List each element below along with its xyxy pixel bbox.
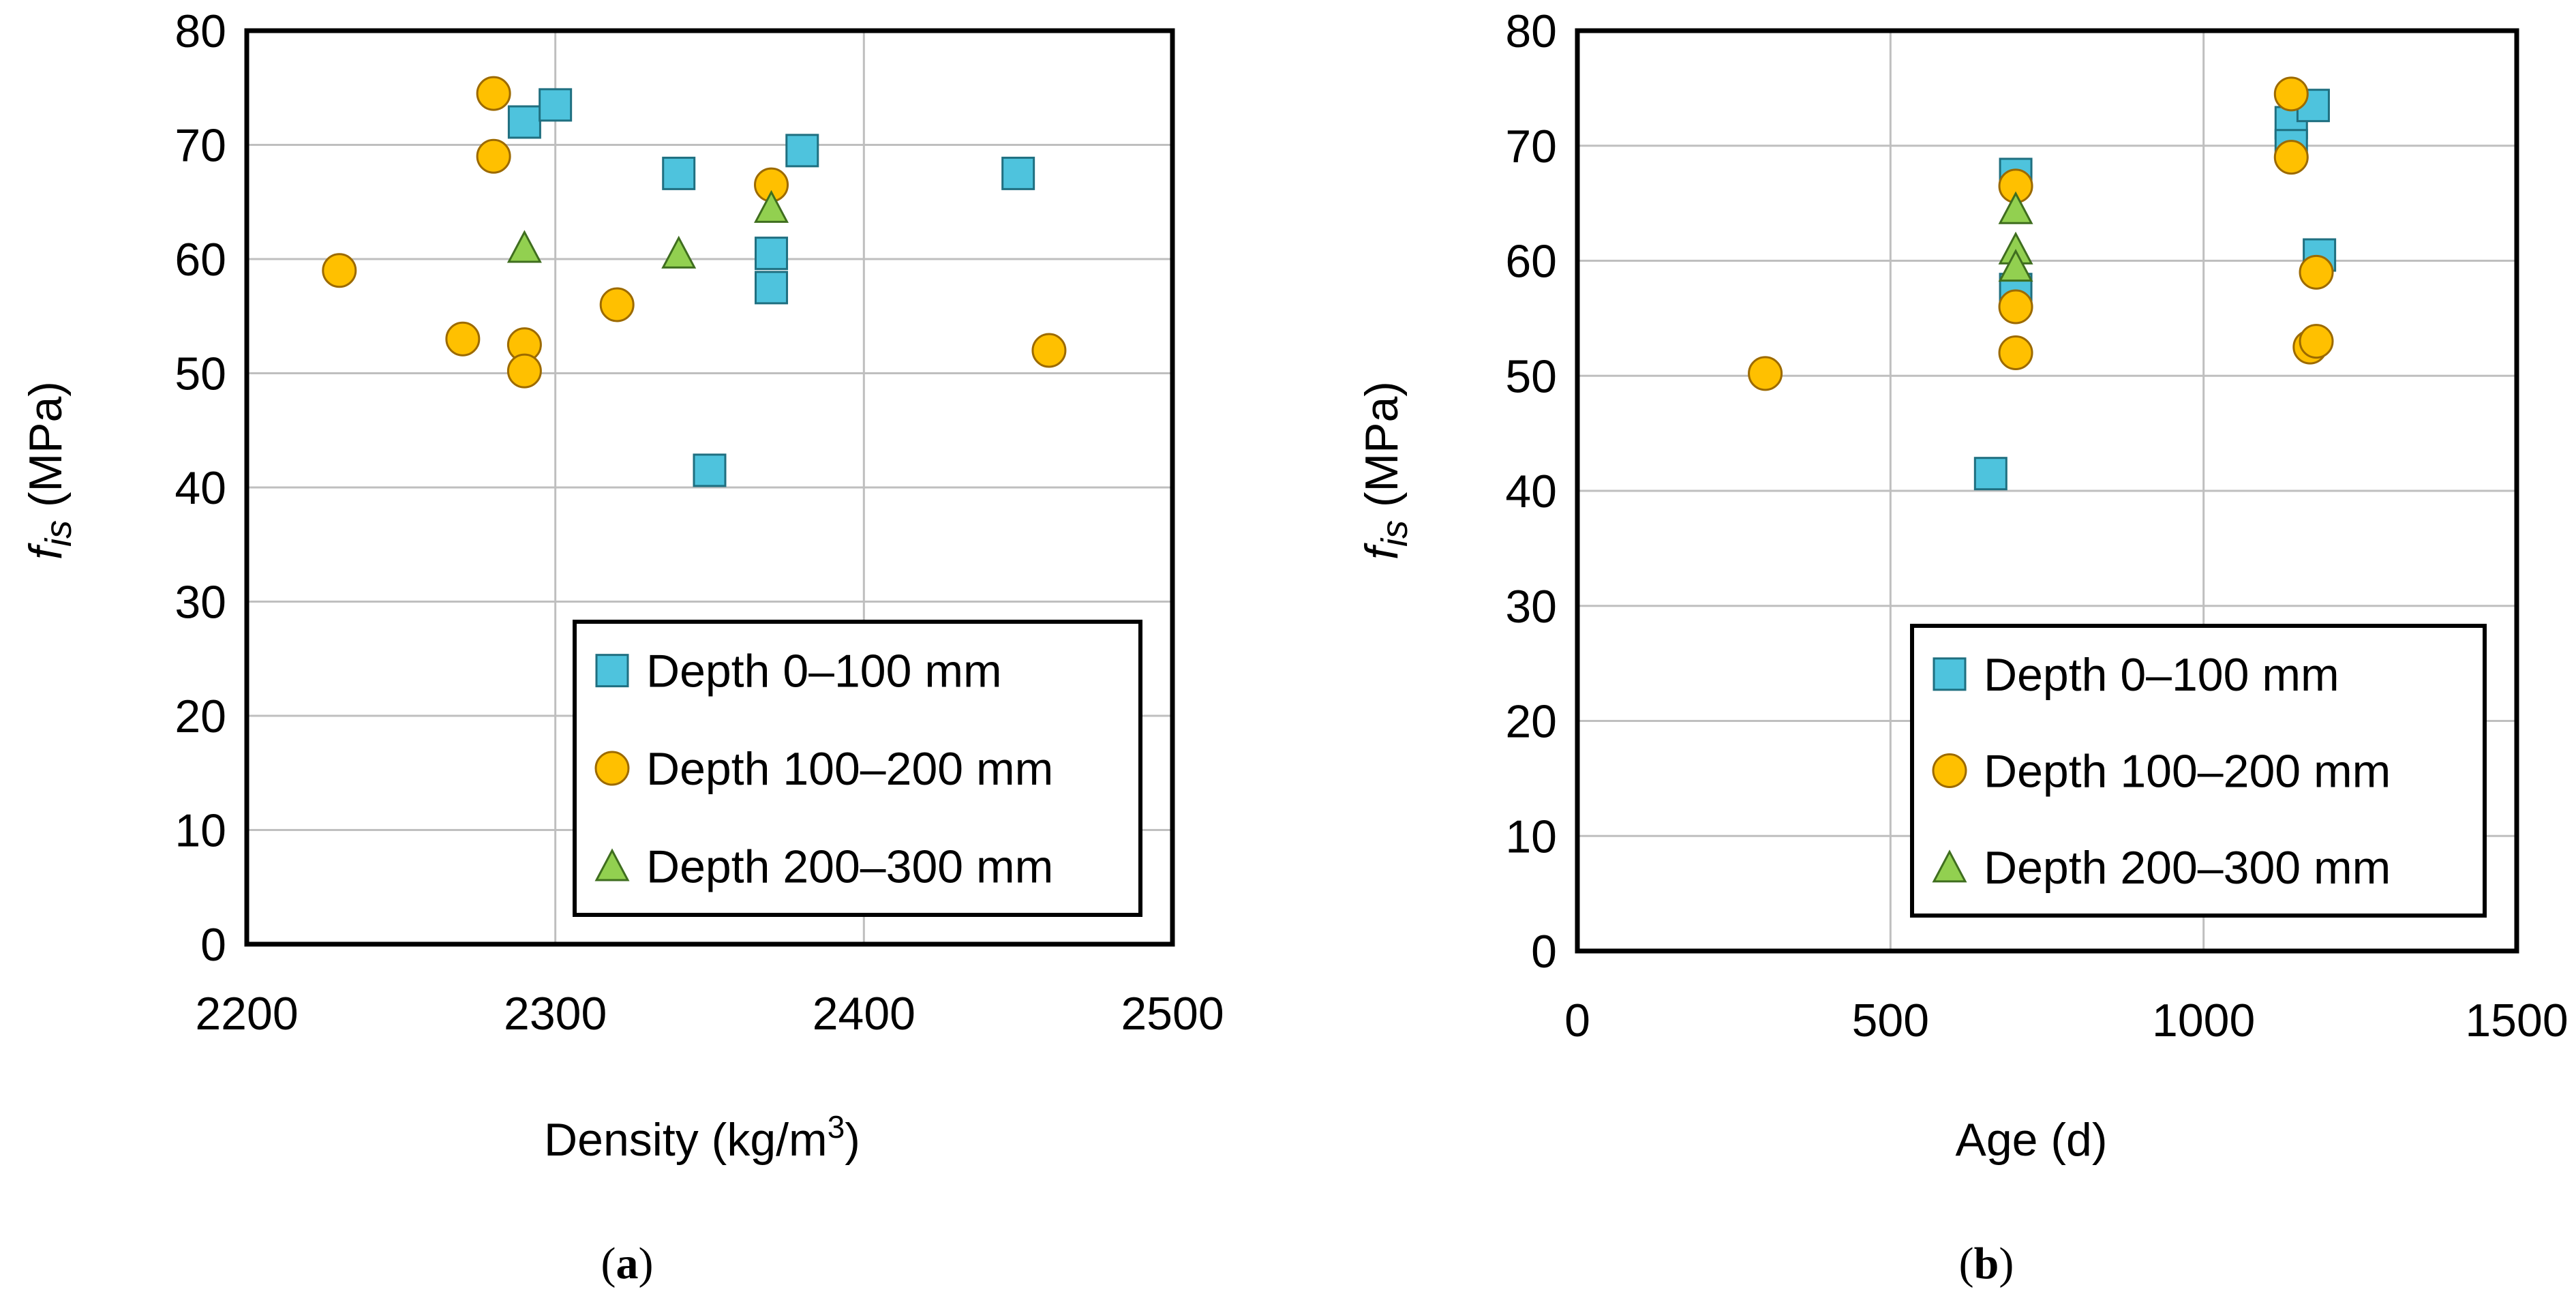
legend-marker-b-2 bbox=[1932, 753, 1967, 788]
data-point-a-s1-7 bbox=[785, 134, 819, 168]
chart-panel-a: 0 10 20 30 40 50 60 70 80 2200 2300 2400 2500 Densi… bbox=[20, 5, 1224, 1288]
y-tick-label: 20 bbox=[1505, 696, 1557, 748]
data-point-a-s3-1 bbox=[506, 230, 542, 263]
x-axis-label-b: Age (d) bbox=[1956, 1114, 2108, 1166]
legend-marker-b-1 bbox=[1933, 657, 1967, 691]
data-point-a-s3-2 bbox=[661, 235, 697, 269]
data-point-a-s1-4 bbox=[693, 453, 727, 487]
data-point-a-s2-4 bbox=[476, 138, 511, 174]
legend-label-b-2: Depth 100–200 mm bbox=[1984, 746, 2391, 798]
data-point-a-s2-2 bbox=[445, 321, 481, 357]
y-axis-label-b: fis (MPa) bbox=[1356, 381, 1415, 560]
y-tick-label: 10 bbox=[1505, 811, 1557, 862]
x-tick-label: 2200 bbox=[195, 988, 298, 1040]
y-tick-label: 70 bbox=[175, 120, 226, 172]
y-tick-label: 50 bbox=[1505, 350, 1557, 402]
y-axis-label-a: fis (MPa) bbox=[20, 381, 79, 560]
legend-marker-a-2 bbox=[594, 751, 630, 786]
y-tick-label: 70 bbox=[1505, 121, 1557, 172]
data-point-a-s2-9 bbox=[1031, 333, 1067, 368]
data-point-a-s2-7 bbox=[599, 287, 635, 322]
data-point-b-s2-3 bbox=[1998, 289, 2033, 325]
data-point-a-s2-1 bbox=[322, 253, 357, 288]
data-point-b-s3-3 bbox=[1998, 249, 2033, 282]
y-tick-label: 80 bbox=[175, 5, 226, 57]
data-point-b-s2-1 bbox=[1748, 356, 1783, 391]
data-point-a-s1-6 bbox=[755, 271, 789, 305]
x-tick-labels-b: 0 500 1000 1500 bbox=[1564, 995, 2569, 1046]
x-tick-label: 1000 bbox=[2152, 995, 2255, 1046]
x-tick-label: 1500 bbox=[2465, 995, 2568, 1046]
y-tick-label: 0 bbox=[1531, 926, 1557, 978]
data-point-a-s2-3 bbox=[476, 76, 511, 111]
data-point-b-s2-9 bbox=[2299, 254, 2334, 290]
legend-label-b-3: Depth 200–300 mm bbox=[1984, 842, 2391, 894]
legend-label-a-2: Depth 100–200 mm bbox=[646, 743, 1053, 795]
data-point-a-s1-5 bbox=[755, 237, 789, 271]
legend-label-a-3: Depth 200–300 mm bbox=[646, 841, 1053, 892]
y-tick-label: 50 bbox=[175, 348, 226, 400]
y-tick-labels-b: 0 10 20 30 40 50 60 70 80 bbox=[1505, 5, 1557, 978]
data-point-a-s3-3 bbox=[754, 190, 789, 223]
y-tick-label: 80 bbox=[1505, 5, 1557, 57]
x-axis-label-a: Density (kg/m3) bbox=[544, 1109, 860, 1166]
y-tick-label: 40 bbox=[1505, 466, 1557, 517]
x-tick-label: 2400 bbox=[813, 988, 915, 1040]
legend-marker-a-1 bbox=[595, 654, 629, 688]
data-point-b-s1-1 bbox=[1973, 457, 2007, 491]
panel-caption-b: (b) bbox=[1959, 1239, 2014, 1288]
data-point-a-s1-1 bbox=[507, 105, 541, 139]
y-tick-label: 60 bbox=[1505, 236, 1557, 288]
legend-box-a bbox=[573, 620, 1142, 917]
marks-b bbox=[1748, 76, 2337, 491]
y-tick-label: 60 bbox=[175, 234, 226, 286]
plot-frame-a bbox=[244, 28, 1175, 947]
x-tick-label: 0 bbox=[1564, 995, 1590, 1046]
legend-label-a-1: Depth 0–100 mm bbox=[646, 646, 1002, 697]
legend-marker-b-3 bbox=[1932, 849, 1967, 883]
data-point-a-s1-2 bbox=[539, 88, 573, 122]
y-tick-label: 20 bbox=[175, 691, 226, 742]
data-point-b-s2-8 bbox=[2299, 324, 2334, 359]
chart-panel-b: 0 10 20 30 40 50 60 70 80 0 500 1000 1500 Age (d) f… bbox=[1356, 5, 2569, 1288]
legend-marker-a-3 bbox=[594, 848, 630, 881]
data-point-a-s1-8 bbox=[1001, 156, 1035, 190]
data-point-a-s2-6 bbox=[506, 353, 542, 389]
data-point-b-s2-6 bbox=[2273, 140, 2309, 175]
legend-label-b-1: Depth 0–100 mm bbox=[1984, 649, 2339, 701]
y-tick-label: 10 bbox=[175, 805, 226, 857]
plot-frame-b bbox=[1575, 28, 2519, 954]
x-tick-label: 2500 bbox=[1121, 988, 1224, 1040]
legend-box-b bbox=[1910, 624, 2487, 918]
marks-a bbox=[322, 76, 1067, 487]
legend-a: Depth 0–100 mm Depth 100–200 mm Depth 200–… bbox=[573, 620, 1142, 917]
data-point-b-s2-5 bbox=[2273, 76, 2309, 112]
panel-caption-a: (a) bbox=[601, 1239, 654, 1288]
y-tick-label: 40 bbox=[175, 462, 226, 514]
x-tick-label: 500 bbox=[1852, 995, 1929, 1046]
y-tick-label: 30 bbox=[175, 577, 226, 629]
y-tick-labels-a: 0 10 20 30 40 50 60 70 80 bbox=[175, 5, 226, 971]
x-tick-labels-a: 2200 2300 2400 2500 bbox=[195, 988, 1224, 1040]
y-tick-label: 30 bbox=[1505, 581, 1557, 633]
data-point-b-s3-1 bbox=[1998, 191, 2033, 224]
data-point-a-s1-3 bbox=[662, 156, 696, 190]
y-tick-label: 0 bbox=[200, 919, 226, 971]
legend-b: Depth 0–100 mm Depth 100–200 mm Depth 200–… bbox=[1910, 624, 2487, 918]
x-tick-label: 2300 bbox=[504, 988, 607, 1040]
data-point-b-s2-4 bbox=[1998, 335, 2033, 370]
